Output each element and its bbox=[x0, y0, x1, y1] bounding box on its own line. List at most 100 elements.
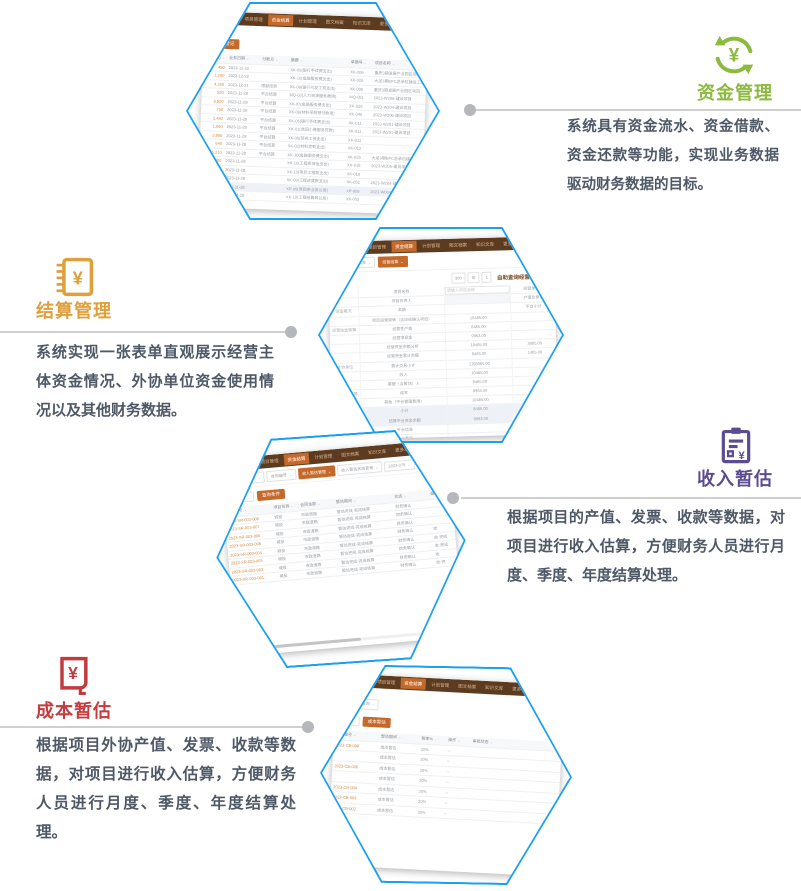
mini-nav-item[interactable]: 知识文库 bbox=[485, 684, 504, 691]
mini-filter-select[interactable]: 合同编号 bbox=[266, 469, 296, 483]
mini-query-button[interactable]: 查询条件 bbox=[257, 489, 286, 501]
section-desc-income: 根据项目的产值、发票、收款等数据，对项目进行收入估算，方便财务人员进行月度、季度… bbox=[507, 509, 785, 584]
mini-nav-item[interactable]: 机构结算 bbox=[233, 459, 252, 467]
connector-dot-cost bbox=[302, 721, 314, 733]
table-cell: 8485.00 bbox=[448, 404, 515, 415]
mini-period-box[interactable]: 300 bbox=[450, 272, 466, 284]
table-cell: 860 bbox=[213, 183, 221, 189]
table-cell bbox=[427, 147, 428, 155]
table-cell: 付款方 bbox=[260, 55, 289, 64]
table-cell: 3,900 bbox=[212, 132, 223, 138]
mini-nav-item[interactable]: 知识文库 bbox=[367, 448, 387, 455]
table-cell: MQ-051 bbox=[349, 94, 365, 100]
mini-nav-item[interactable]: 资金结算 bbox=[400, 678, 426, 690]
mini-nav-item[interactable]: 计划管理 bbox=[314, 452, 333, 460]
table-cell: 收·完成 bbox=[434, 541, 449, 548]
table-cell: XK-018 bbox=[347, 162, 361, 168]
table-cell: XK-006 bbox=[350, 68, 364, 75]
mini-nav-item[interactable]: 知识文库 bbox=[352, 19, 371, 26]
mini-nav-item[interactable]: 机构结算 bbox=[217, 15, 236, 21]
table-cell: 750 bbox=[216, 106, 224, 112]
mini-nav-item[interactable]: 图文档案 bbox=[448, 241, 468, 248]
table-cell: -- bbox=[446, 758, 450, 764]
table-cell bbox=[513, 394, 559, 404]
mini-nav-item[interactable]: 图文档案 bbox=[458, 683, 477, 689]
section-desc-fund: 系统具有资金流水、资金借款、资金还款等功能，实现业务数据驱动财务数据的目标。 bbox=[567, 119, 779, 193]
table-cell: 成本暂估 bbox=[377, 806, 394, 813]
mini-nav-item[interactable]: 更多功能 bbox=[502, 240, 522, 246]
mini-filter-select[interactable]: 收入暂估状态查询 bbox=[337, 461, 383, 476]
table-cell: 平台结算 bbox=[259, 125, 276, 131]
table-cell: 平台结算 bbox=[260, 91, 277, 97]
table-cell: XK-008 bbox=[349, 85, 364, 92]
mini-nav-item[interactable]: 资金结算 bbox=[268, 14, 294, 27]
mini-scrollbar-thumb[interactable] bbox=[242, 638, 361, 651]
table-cell: -- bbox=[446, 768, 450, 774]
table-cell bbox=[430, 514, 462, 524]
table-cell: 2023-11-28 bbox=[227, 107, 248, 113]
table-cell bbox=[330, 344, 361, 354]
table-cell: 税率% bbox=[419, 735, 446, 745]
table-cell: 20% bbox=[418, 788, 427, 794]
mini-nav-item[interactable]: 资金结算 bbox=[391, 240, 417, 253]
mini-nav-item[interactable]: 资金结算 bbox=[284, 452, 310, 465]
table-cell: 平台结算 bbox=[258, 150, 275, 157]
mini-filter-select[interactable]: 2023-075 bbox=[384, 459, 415, 472]
table-cell: 平台结算 bbox=[259, 133, 276, 140]
mini-filter-select[interactable]: 收入暂估管理 bbox=[298, 465, 336, 479]
mini-nav-item[interactable]: 计划管理 bbox=[422, 242, 441, 249]
mini-nav-item[interactable]: 图文档案 bbox=[341, 450, 360, 458]
table-cell: 10485.00 bbox=[447, 367, 514, 378]
mini-nav-item[interactable]: 计划管理 bbox=[298, 17, 317, 24]
table-cell: 2301 bbox=[427, 156, 428, 164]
mini-report-select[interactable]: 经营结算查询表 bbox=[333, 256, 376, 269]
mini-period-box[interactable]: 1 bbox=[481, 271, 493, 283]
mini-filter-select[interactable]: 项目名称搜索 bbox=[227, 471, 265, 485]
ledger-yuan-icon: ¥ bbox=[52, 255, 96, 299]
mini-nav-item[interactable]: 知识文库 bbox=[475, 241, 495, 247]
table-cell: XK-011 bbox=[348, 128, 362, 134]
table-cell bbox=[256, 175, 285, 183]
table-cell: 8485.00 bbox=[446, 349, 513, 360]
svg-text:¥: ¥ bbox=[73, 267, 84, 288]
table-cell: 2301-4 bbox=[426, 181, 429, 189]
table-cell: 20% bbox=[420, 756, 429, 763]
table-cell: XK-026 bbox=[349, 77, 364, 83]
mini-cost-button[interactable]: 成本暂估 bbox=[362, 717, 390, 728]
table-cell: 2023-11-28 bbox=[225, 140, 247, 147]
mini-nav-item[interactable]: 更多功能 bbox=[508, 683, 534, 695]
table-cell: 2023-11-28 bbox=[225, 166, 246, 173]
mini-nav-item[interactable]: 计划管理 bbox=[431, 681, 450, 688]
section-desc-cost: 根据项目外协产值、发票、收款等数据，对项目进行收入估算，方便财务人员进行月度、季… bbox=[36, 737, 296, 841]
table-cell: XK-013 bbox=[347, 136, 362, 143]
table-cell: 平台结算 bbox=[260, 108, 277, 114]
table-cell bbox=[368, 196, 426, 206]
table-cell bbox=[426, 189, 428, 197]
table-cell: 20% bbox=[417, 809, 426, 815]
mini-nav-item[interactable]: 图文档案 bbox=[325, 18, 344, 25]
mini-period-box[interactable]: 年 bbox=[467, 272, 480, 284]
section-title-cost: 成本暂估 bbox=[36, 701, 112, 721]
mini-period-controls: 300 年 1 bbox=[450, 271, 493, 284]
svg-text:¥: ¥ bbox=[738, 450, 745, 462]
table-cell: 2023-CB-002 bbox=[332, 804, 357, 811]
table-cell: 限额结转 bbox=[261, 82, 278, 89]
connector-line-cost bbox=[0, 726, 304, 728]
table-cell bbox=[512, 357, 559, 367]
table-cell: 9963.00 bbox=[448, 413, 515, 424]
mini-mode-select[interactable]: 经营结算 bbox=[378, 255, 408, 268]
table-cell: 9,600 bbox=[213, 98, 224, 104]
table-cell: 产值负责人 bbox=[511, 293, 557, 303]
mini-nav-item[interactable]: 项目管理 bbox=[244, 16, 263, 22]
table-cell: 城投 bbox=[279, 572, 288, 579]
table-cell: 2023-11-28 bbox=[225, 157, 246, 164]
mini-nav-item[interactable]: 机构结算 bbox=[341, 244, 360, 251]
table-cell: 820 bbox=[217, 89, 224, 95]
mini-nav-item[interactable]: 机构结算 bbox=[350, 677, 369, 684]
table-cell bbox=[428, 139, 429, 147]
